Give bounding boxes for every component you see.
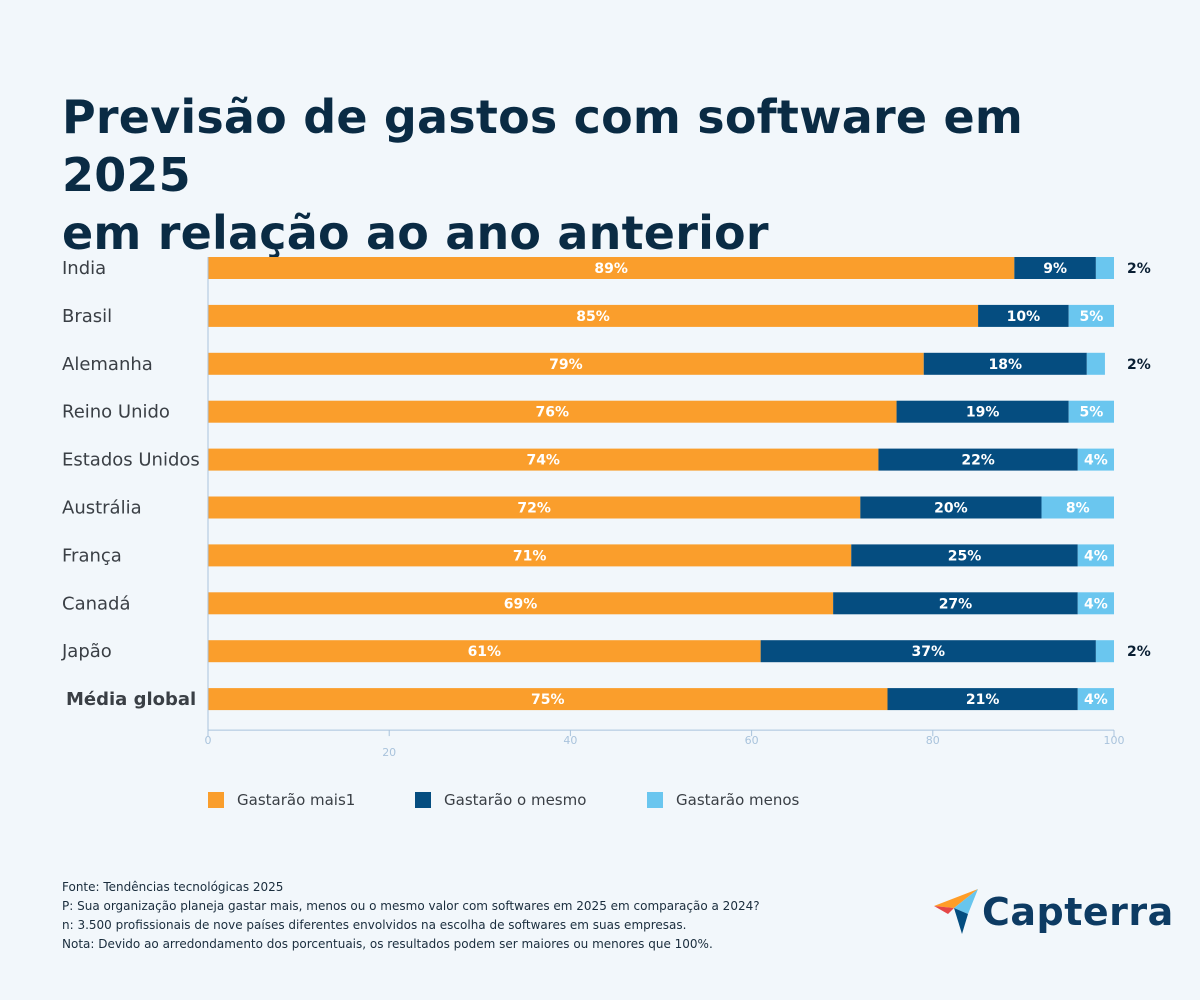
- data-label-menos: 2%: [1127, 644, 1151, 660]
- capterra-logo-text: Capterra: [982, 890, 1174, 934]
- data-label-menos: 4%: [1084, 548, 1108, 564]
- data-label-mais: 79%: [549, 357, 583, 373]
- rounding-note: Nota: Devido ao arredondamento dos porce…: [62, 937, 713, 951]
- bar-segment-mais: [208, 688, 888, 711]
- legend-item-menos: Gastarão menos: [647, 791, 799, 809]
- legend-swatch-mais: [208, 792, 224, 808]
- legend-item-mesmo: Gastarão o mesmo: [415, 791, 586, 809]
- bar-segment-mais: [208, 448, 879, 471]
- data-label-mais: 74%: [526, 453, 560, 469]
- bar-segment-menos: [1077, 592, 1114, 615]
- category-label: Austrália: [62, 498, 142, 519]
- data-label-mais: 85%: [576, 309, 610, 325]
- data-label-mesmo: 22%: [961, 453, 995, 469]
- data-label-menos: 5%: [1079, 309, 1103, 325]
- bar-segment-mais: [208, 496, 861, 519]
- chart-title-line-1: Previsão de gastos com software em 2025: [62, 90, 1024, 202]
- data-label-mesmo: 27%: [939, 596, 973, 612]
- legend-swatch-menos: [647, 792, 663, 808]
- bar-segment-mesmo: [860, 496, 1042, 519]
- sample-note: n: 3.500 profissionais de nove países di…: [62, 918, 687, 932]
- x-tick-label: 40: [563, 734, 577, 747]
- capterra-logo-icon: [934, 889, 978, 934]
- data-label-menos: 2%: [1127, 261, 1151, 277]
- bar-segment-menos: [1077, 448, 1114, 471]
- bar-segment-mais: [208, 640, 761, 663]
- data-label-mais: 89%: [594, 261, 628, 277]
- chart-title: Previsão de gastos com software em 2025 …: [62, 88, 1162, 262]
- data-label-menos: 2%: [1127, 357, 1151, 373]
- data-label-mesmo: 10%: [1007, 309, 1041, 325]
- bar-segment-mais: [208, 304, 979, 327]
- bar-segment-menos: [1077, 688, 1114, 711]
- category-label: Canadá: [62, 593, 131, 614]
- bar-segment-mais: [208, 352, 924, 375]
- bar-segment-menos: [1068, 304, 1114, 327]
- bar-segment-mais: [208, 257, 1015, 279]
- bar-segment-menos: [1095, 640, 1114, 663]
- stacked-bar-chart: India 89% 9% 2% Brasil 85% 10% 5% Alemanha 79% 18%…: [61, 257, 1151, 759]
- data-label-mesmo: 21%: [966, 692, 1000, 708]
- data-label-menos: 4%: [1084, 692, 1108, 708]
- bar-segment-menos: [1041, 496, 1114, 519]
- capterra-logo: Capterra: [932, 886, 1173, 938]
- bar-segment-mesmo: [1014, 257, 1096, 279]
- data-label-mais: 72%: [517, 501, 551, 517]
- x-tick-label: 20: [382, 746, 396, 759]
- legend-swatch-mesmo: [415, 792, 431, 808]
- bar-segment-mesmo: [978, 304, 1069, 327]
- bar-segment-mais: [208, 400, 897, 423]
- bar-segment-mesmo: [923, 352, 1087, 375]
- x-tick-label: 80: [926, 734, 940, 747]
- legend-label-mesmo: Gastarão o mesmo: [444, 791, 587, 809]
- x-tick-label: 60: [745, 734, 759, 747]
- bar-segment-mais: [208, 592, 834, 615]
- data-label-mesmo: 9%: [1043, 261, 1067, 277]
- category-label: França: [62, 545, 122, 566]
- bar-segment-menos: [1077, 544, 1114, 567]
- bar-segment-mesmo: [833, 592, 1078, 615]
- bar-segment-menos: [1086, 352, 1105, 375]
- bar-segment-menos: [1068, 400, 1114, 423]
- source-note: Fonte: Tendências tecnológicas 2025: [62, 880, 284, 894]
- bar-segment-mesmo: [887, 688, 1078, 711]
- data-label-mesmo: 37%: [912, 644, 946, 660]
- data-label-mais: 61%: [468, 644, 502, 660]
- data-label-mesmo: 25%: [948, 548, 982, 564]
- category-label: India: [62, 258, 106, 279]
- data-label-mais: 69%: [504, 596, 538, 612]
- data-label-menos: 8%: [1066, 501, 1090, 517]
- data-label-menos: 5%: [1079, 405, 1103, 421]
- bar-segment-mesmo: [760, 640, 1096, 663]
- x-tick-label: 100: [1104, 734, 1125, 747]
- data-label-mesmo: 20%: [934, 501, 968, 517]
- data-label-mesmo: 18%: [989, 357, 1023, 373]
- legend-label-menos: Gastarão menos: [676, 791, 800, 809]
- bar-segment-mesmo: [851, 544, 1078, 567]
- bar-segment-mais: [208, 544, 852, 567]
- bar-segment-mesmo: [878, 448, 1078, 471]
- category-label: Média global: [66, 689, 196, 710]
- category-label: Brasil: [62, 306, 112, 327]
- data-label-mais: 71%: [513, 548, 547, 564]
- source-notes: Fonte: Tendências tecnológicas 2025 P: S…: [62, 878, 760, 954]
- data-label-menos: 4%: [1084, 596, 1108, 612]
- category-label: Estados Unidos: [62, 450, 200, 471]
- x-tick-label: 0: [205, 734, 212, 747]
- bar-segment-menos: [1095, 257, 1114, 279]
- data-label-mais: 76%: [536, 405, 570, 421]
- data-label-mesmo: 19%: [966, 405, 1000, 421]
- question-note: P: Sua organização planeja gastar mais, …: [62, 899, 760, 913]
- chart-title-line-2: em relação ao ano anterior: [62, 206, 769, 260]
- data-label-mais: 75%: [531, 692, 565, 708]
- data-label-menos: 4%: [1084, 453, 1108, 469]
- legend-label-mais: Gastarão mais1: [237, 791, 356, 809]
- category-label: Japão: [61, 641, 112, 662]
- legend-item-mais: Gastarão mais1: [208, 791, 355, 809]
- bar-segment-mesmo: [896, 400, 1069, 423]
- category-label: Reino Unido: [62, 402, 170, 423]
- category-label: Alemanha: [62, 354, 153, 375]
